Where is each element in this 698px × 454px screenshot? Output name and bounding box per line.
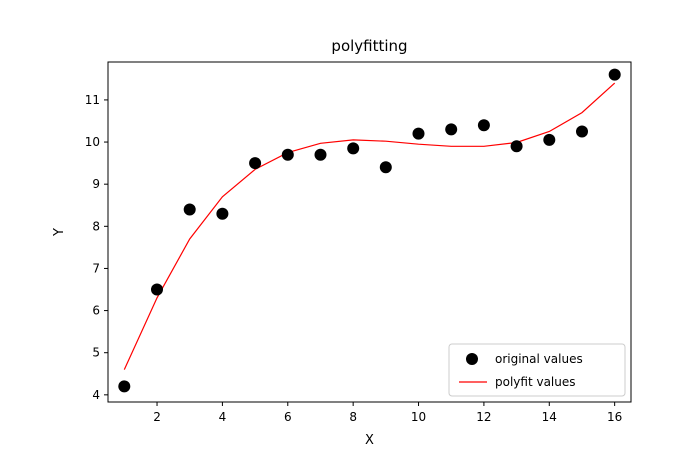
data-point <box>183 203 196 216</box>
data-point <box>576 125 588 138</box>
x-axis-ticks: 2 4 6 8 10 12 14 16 <box>153 402 622 424</box>
y-axis-label: Y <box>52 228 67 237</box>
x-tick-label: 6 <box>284 410 292 424</box>
y-tick-label: 8 <box>92 219 100 233</box>
data-point <box>608 68 621 81</box>
data-point <box>314 148 327 161</box>
data-point <box>510 140 523 153</box>
plot-frame <box>107 61 632 403</box>
y-tick-label: 10 <box>85 135 100 149</box>
legend-marker-original-values <box>466 353 478 365</box>
legend: original values polyfit values <box>448 343 626 397</box>
chart-title: polyfitting <box>331 37 407 55</box>
y-axis-ticks: 4 5 6 7 8 9 10 11 <box>85 93 108 402</box>
y-tick-label: 11 <box>85 93 100 107</box>
legend-label-polyfit-values: polyfit values <box>495 375 576 389</box>
data-point <box>412 127 425 140</box>
x-tick-label: 8 <box>349 410 357 424</box>
data-point <box>445 123 458 136</box>
polyfit-line <box>123 82 616 370</box>
y-tick-label: 4 <box>92 388 100 402</box>
x-tick-label: 10 <box>411 410 426 424</box>
data-point <box>379 161 392 174</box>
data-point <box>543 133 556 146</box>
y-tick-label: 6 <box>92 304 100 318</box>
data-point <box>249 157 262 170</box>
x-tick-label: 2 <box>153 410 161 424</box>
x-tick-label: 4 <box>219 410 227 424</box>
data-point <box>151 283 163 296</box>
y-tick-label: 9 <box>92 177 100 191</box>
x-axis-label: X <box>365 433 374 448</box>
data-point <box>216 207 229 220</box>
data-point <box>477 119 490 132</box>
data-point <box>347 142 360 155</box>
legend-box <box>448 343 626 397</box>
legend-label-original-values: original values <box>495 352 583 366</box>
x-tick-label: 16 <box>607 410 622 424</box>
data-point <box>118 380 131 393</box>
data-point <box>281 148 294 161</box>
y-tick-label: 7 <box>92 261 100 275</box>
x-tick-label: 12 <box>476 410 491 424</box>
plot-content <box>118 68 621 393</box>
y-tick-label: 5 <box>92 346 100 360</box>
x-tick-label: 14 <box>542 410 557 424</box>
